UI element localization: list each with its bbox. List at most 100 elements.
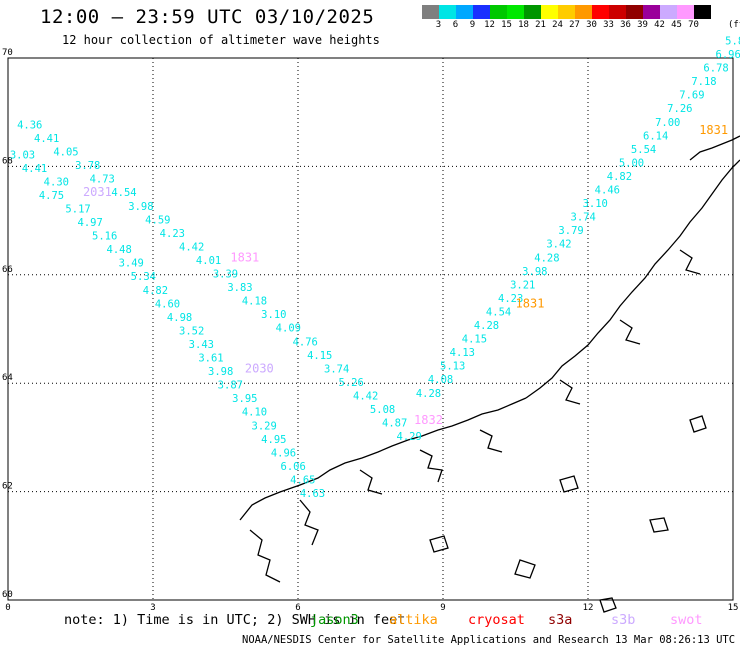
time-label: 1831 — [699, 123, 728, 137]
wave-height-label: 4.29 — [397, 431, 422, 443]
wave-height-label: 3.79 — [558, 225, 583, 237]
wave-height-label: 4.28 — [534, 252, 559, 264]
wave-height-label: 4.42 — [179, 241, 204, 253]
wave-height-label: 6.96 — [716, 49, 740, 61]
lake-2 — [599, 597, 617, 613]
y-tick-label: 64 — [2, 373, 13, 383]
coastline-south — [239, 397, 527, 521]
legend-swatch — [660, 5, 677, 19]
coastline-mid — [525, 159, 740, 399]
legend-label: 70 — [688, 20, 699, 30]
wave-height-label: 6.14 — [643, 130, 668, 142]
wave-height-label: 3.78 — [75, 160, 100, 172]
wave-height-label: 4.54 — [486, 306, 511, 318]
wave-height-label: 6.06 — [281, 461, 306, 473]
footer-note: note: 1) Time is in UTC; 2) SWH is in fe… — [64, 612, 406, 628]
wave-height-label: 4.15 — [462, 334, 487, 346]
wave-height-label: 7.26 — [667, 103, 692, 115]
x-tick-label: 9 — [440, 603, 445, 613]
wave-height-label: 5.87 — [725, 35, 740, 47]
wave-height-label: 4.01 — [196, 255, 221, 267]
wave-height-label: 3.21 — [510, 279, 535, 291]
x-tick-label: 0 — [5, 603, 10, 613]
fjord-8 — [679, 249, 701, 275]
wave-height-label: 4.18 — [242, 296, 267, 308]
wave-height-label: 3.43 — [189, 339, 214, 351]
wave-height-label: 4.59 — [145, 214, 170, 226]
wave-height-label: 4.60 — [155, 298, 180, 310]
y-tick-label: 70 — [2, 48, 13, 58]
wave-height-label: 4.82 — [143, 285, 168, 297]
legend-swatch — [524, 5, 541, 19]
wave-height-label: 4.54 — [111, 187, 136, 199]
legend-swatch — [541, 5, 558, 19]
wave-height-label: 3.98 — [208, 366, 233, 378]
legend-label: 27 — [569, 20, 580, 30]
wave-height-label: 3.42 — [546, 239, 571, 251]
legend-swatch — [592, 5, 609, 19]
time-label: 2030 — [245, 361, 274, 375]
wave-height-label: 5.54 — [631, 144, 656, 156]
legend-swatch — [575, 5, 592, 19]
wave-height-label: 4.75 — [39, 190, 64, 202]
wave-height-label: 4.96 — [271, 447, 296, 459]
wave-height-label: 4.09 — [276, 323, 301, 335]
wave-height-label: 5.13 — [440, 361, 465, 373]
legend-swatch — [609, 5, 626, 19]
wave-height-label: 3.95 — [232, 393, 257, 405]
wave-height-label: 4.36 — [17, 119, 42, 131]
data-points-layer: 4.36 4.41 3.03 4.05 4.41 3.78 4.30 4.73 4.75 4.54… — [10, 35, 740, 500]
legend-label: 39 — [637, 20, 648, 30]
legend-label: 9 — [469, 20, 476, 30]
legend-swatch-row — [422, 5, 711, 19]
plot-frame — [7, 57, 734, 601]
fjord-6 — [559, 379, 581, 405]
wave-height-label: 3.98 — [128, 201, 153, 213]
legend-unit: (ft) — [728, 20, 740, 30]
legend-label: 24 — [552, 20, 563, 30]
y-tick-label: 62 — [2, 482, 13, 492]
wave-height-label: 6.78 — [703, 63, 728, 75]
chart-subtitle: 12 hour collection of altimeter wave hei… — [62, 33, 380, 47]
legend-swatch — [558, 5, 575, 19]
wave-height-label: 3.52 — [179, 325, 204, 337]
lake-4 — [689, 415, 707, 433]
grid-layer — [8, 58, 733, 600]
wave-height-label: 4.65 — [290, 474, 315, 486]
legend-swatch — [643, 5, 660, 19]
legend-swatch — [626, 5, 643, 19]
y-tick-label: 68 — [2, 156, 13, 166]
wave-height-label: 4.23 — [498, 293, 523, 305]
legend-label: 21 — [535, 20, 546, 30]
wave-height-label: 5.08 — [370, 404, 395, 416]
wave-height-label: 4.15 — [307, 350, 332, 362]
wave-height-label: 3.87 — [218, 380, 243, 392]
fjord-1 — [249, 529, 281, 583]
y-tick-label: 66 — [2, 265, 13, 275]
wave-height-label: 3.29 — [252, 420, 277, 432]
chart-title: 12:00 — 23:59 UTC 03/10/2025 — [40, 6, 375, 28]
wave-height-label: 4.05 — [53, 147, 78, 159]
wave-height-label: 4.28 — [416, 388, 441, 400]
footer-credit: NOAA/NESDIS Center for Satellite Applica… — [242, 634, 740, 646]
wave-height-label: 4.73 — [90, 174, 115, 186]
wave-height-label: 4.63 — [300, 488, 325, 500]
legend-label: 18 — [518, 20, 529, 30]
wave-height-label: 4.48 — [107, 244, 132, 256]
wave-height-label: 3.10 — [583, 198, 608, 210]
time-label: 1831 — [516, 296, 545, 310]
satellite-label-s3a: s3a — [548, 612, 573, 628]
wave-height-label: 4.08 — [428, 374, 453, 386]
wave-height-label: 4.13 — [450, 347, 475, 359]
wave-height-label: 5.34 — [131, 271, 156, 283]
wave-height-label: 4.82 — [607, 171, 632, 183]
wave-height-label: 4.46 — [595, 185, 620, 197]
wave-height-label: 4.41 — [22, 163, 47, 175]
wave-height-label: 7.18 — [691, 76, 716, 88]
wave-height-label: 4.41 — [34, 133, 59, 145]
wave-height-label: 4.28 — [474, 320, 499, 332]
legend-label: 45 — [671, 20, 682, 30]
satellite-label-cryosat: cryosat — [468, 612, 525, 628]
legend-label: 12 — [484, 20, 495, 30]
